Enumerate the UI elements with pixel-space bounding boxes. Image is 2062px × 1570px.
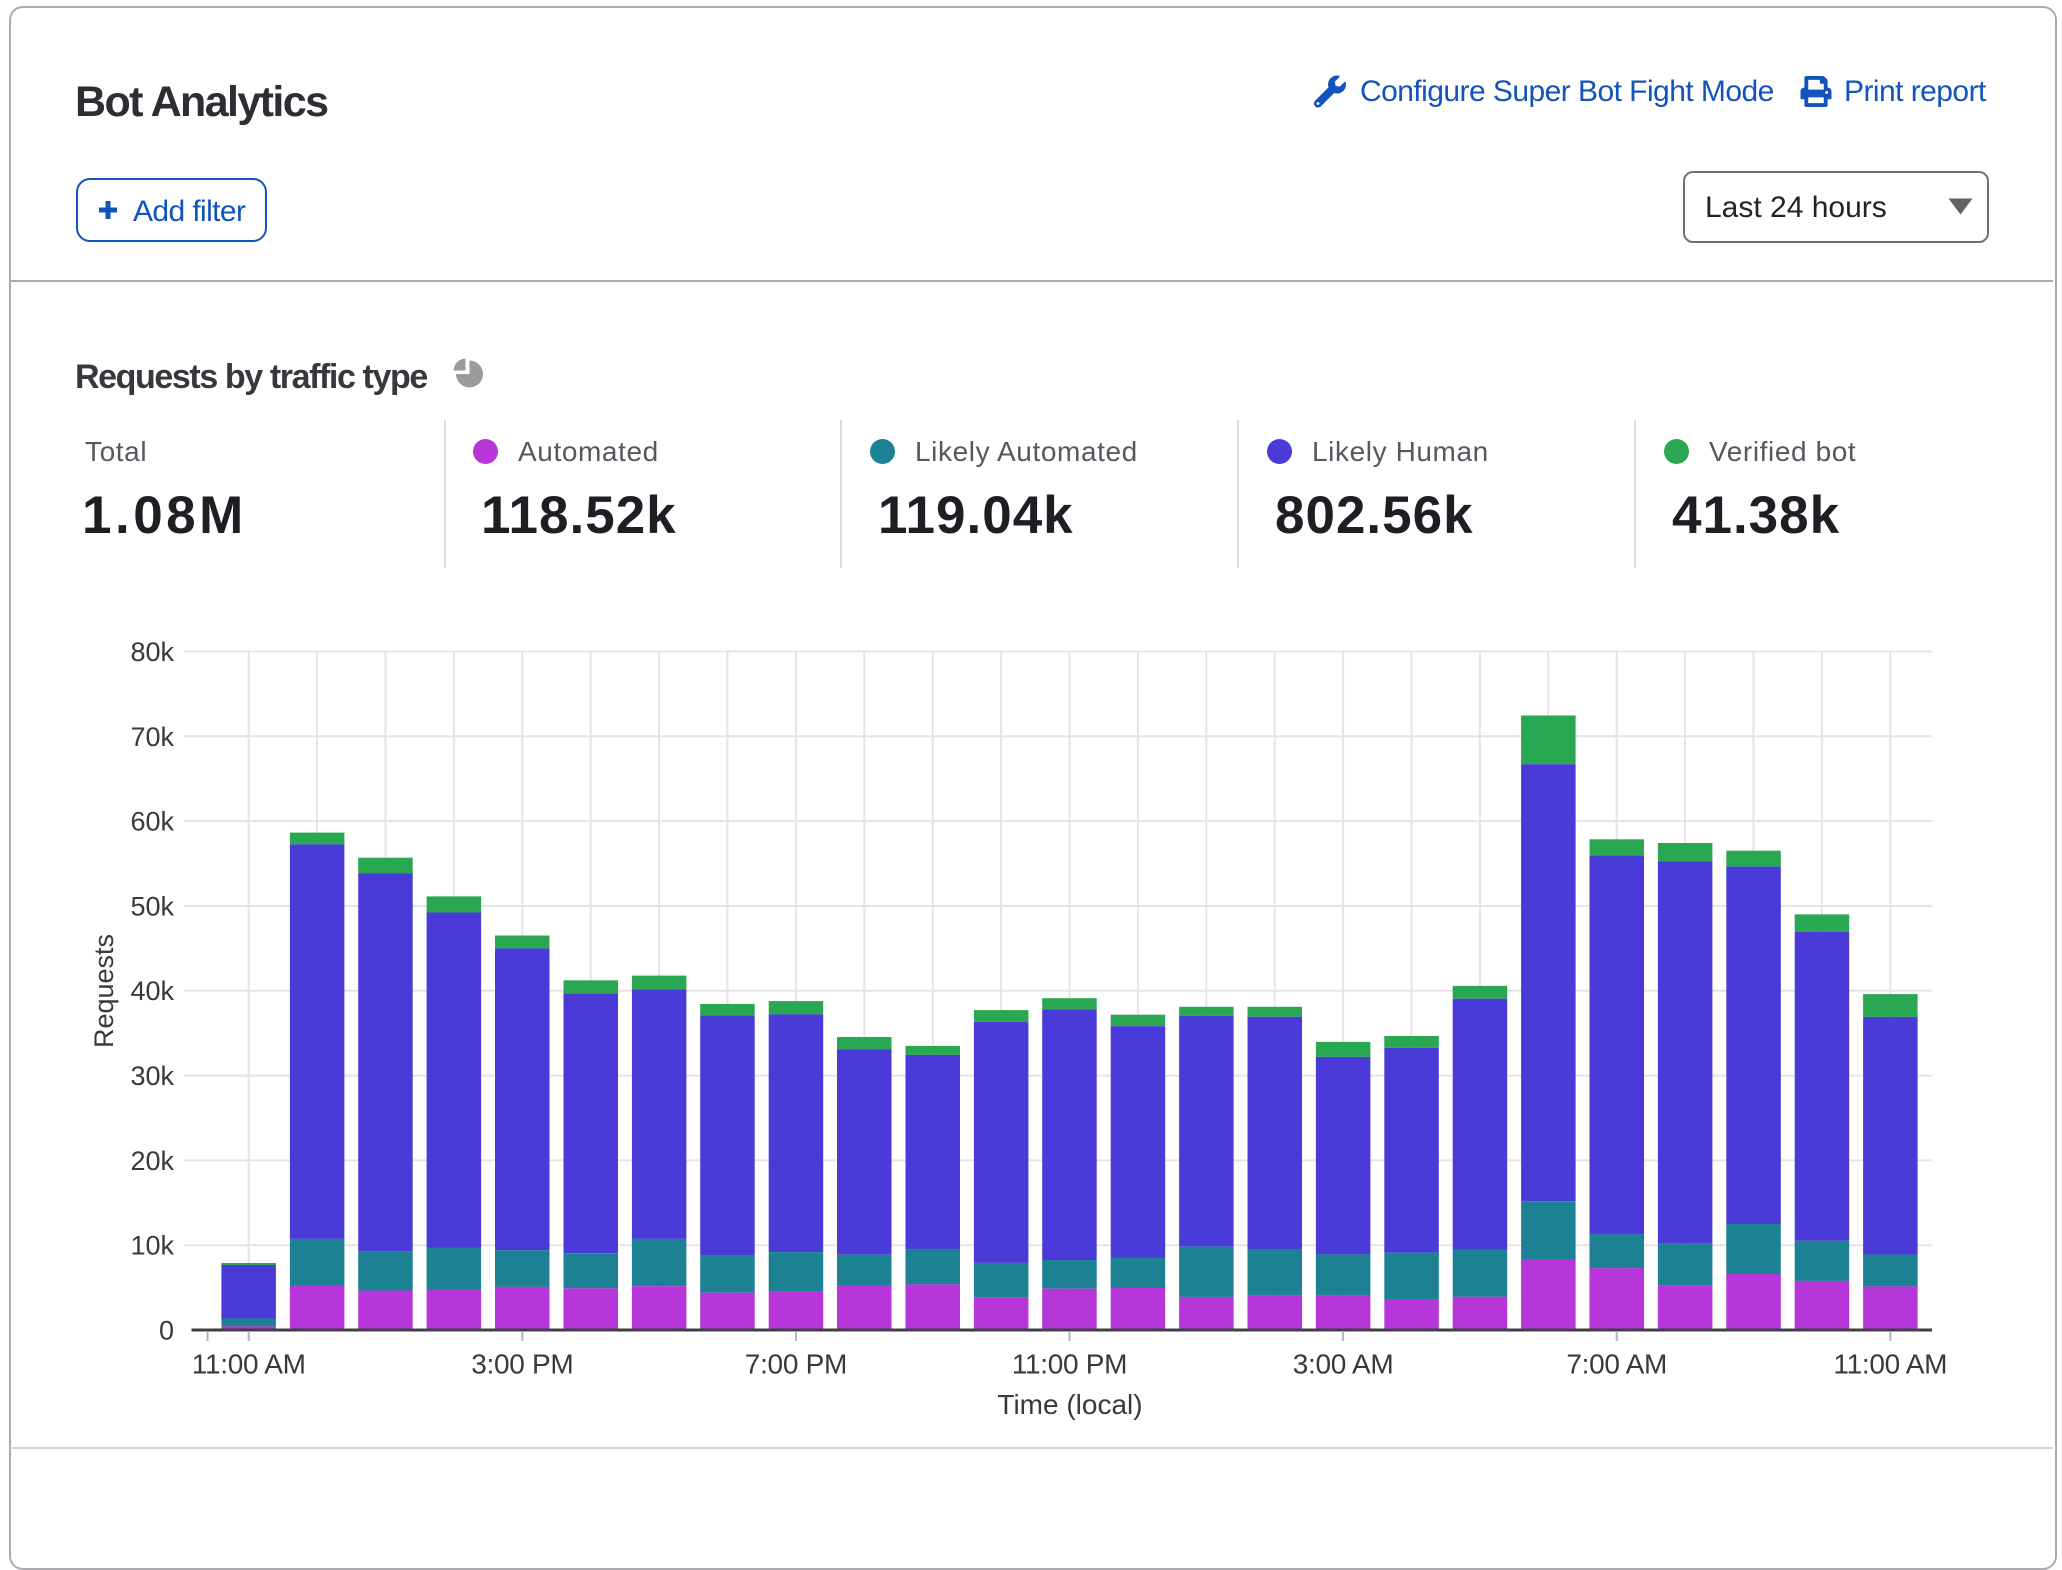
svg-text:7:00 AM: 7:00 AM <box>1566 1348 1667 1379</box>
svg-text:Requests: Requests <box>89 934 119 1048</box>
svg-text:Time (local): Time (local) <box>997 1389 1142 1420</box>
svg-text:10k: 10k <box>130 1231 174 1261</box>
svg-text:80k: 80k <box>130 637 174 667</box>
svg-text:30k: 30k <box>130 1061 174 1091</box>
svg-text:3:00 PM: 3:00 PM <box>471 1348 573 1379</box>
svg-text:7:00 PM: 7:00 PM <box>745 1348 847 1379</box>
svg-text:11:00 PM: 11:00 PM <box>1012 1348 1127 1379</box>
svg-text:0: 0 <box>159 1316 174 1346</box>
svg-text:11:00 AM: 11:00 AM <box>1833 1348 1947 1379</box>
svg-text:50k: 50k <box>130 891 174 921</box>
svg-text:20k: 20k <box>130 1146 174 1176</box>
svg-text:60k: 60k <box>130 807 174 837</box>
svg-text:11:00 AM: 11:00 AM <box>192 1348 306 1379</box>
svg-text:70k: 70k <box>130 722 174 752</box>
svg-text:40k: 40k <box>130 976 174 1006</box>
svg-text:3:00 AM: 3:00 AM <box>1293 1348 1394 1379</box>
